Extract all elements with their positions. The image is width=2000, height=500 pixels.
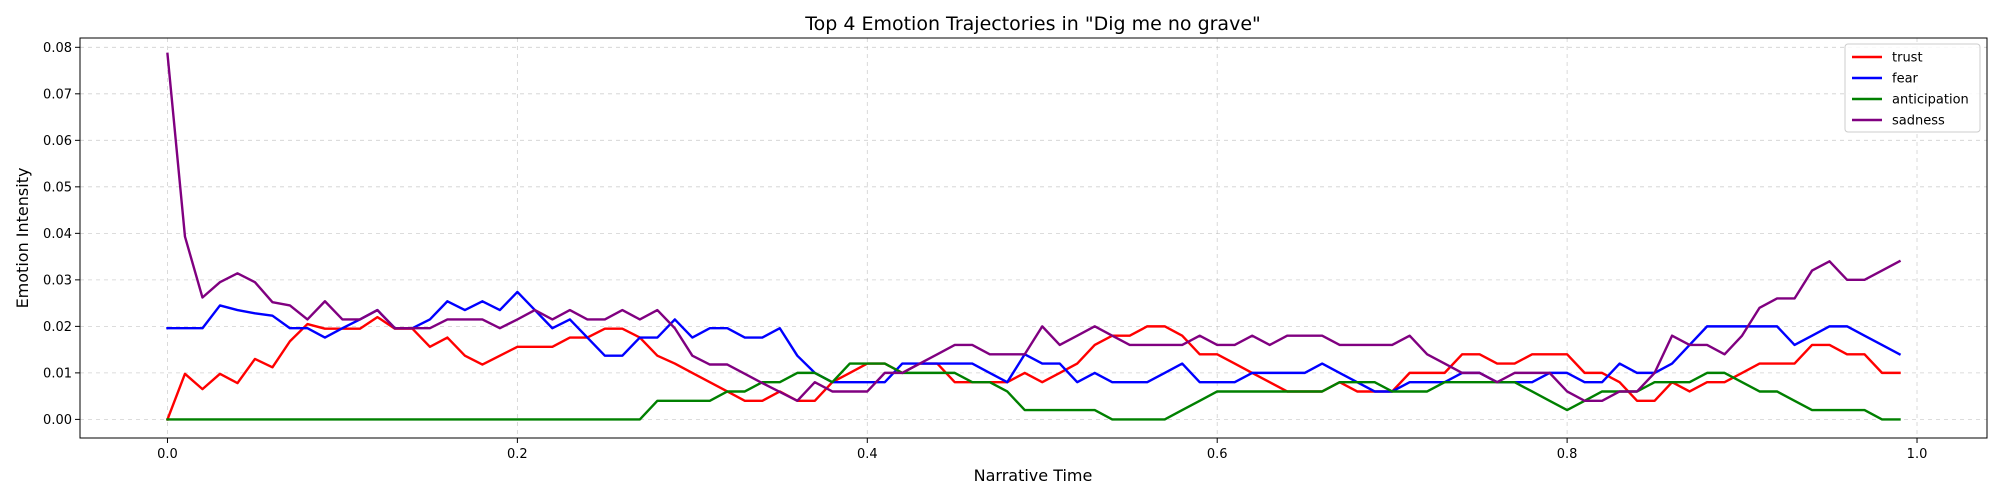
legend-label-trust: trust (1892, 51, 1923, 66)
series-line-sadness (166, 52, 1902, 402)
y-tick-label: 0.04 (43, 227, 72, 242)
legend-box (1844, 43, 1981, 133)
grid (80, 38, 1987, 438)
legend-label-fear: fear (1892, 72, 1919, 87)
plot-frame (79, 37, 1988, 439)
x-axis-label: Narrative Time (974, 466, 1093, 485)
x-tick-label: 0.2 (507, 447, 528, 462)
x-tick-label: 0.6 (1207, 447, 1228, 462)
x-tick-label: 1.0 (1907, 447, 1928, 462)
y-tick-label: 0.08 (43, 41, 72, 56)
x-tick-label: 0.0 (157, 447, 178, 462)
series-line-fear (166, 290, 1902, 393)
series-line-trust (165, 315, 1901, 421)
y-tick-label: 0.05 (43, 180, 72, 195)
y-tick-label: 0.02 (43, 320, 72, 335)
y-axis-label: Emotion Intensity (13, 168, 32, 309)
series-line-anticipation (166, 362, 1901, 421)
legend-label-sadness: sadness (1892, 114, 1945, 129)
x-tick-label: 0.8 (1557, 447, 1578, 462)
series-lines (165, 52, 1902, 421)
y-tick-label: 0.06 (43, 134, 72, 149)
y-tick-label: 0.01 (43, 366, 72, 381)
axis-ticks: 0.0 0.2 0.4 0.6 0.8 1.0 0.00 0.01 0.02 0.03 0.04 0.… (43, 41, 1927, 462)
y-tick-label: 0.07 (43, 87, 72, 102)
y-tick-label: 0.00 (43, 413, 72, 428)
x-tick-label: 0.4 (857, 447, 878, 462)
y-tick-label: 0.03 (43, 273, 72, 288)
legend: trust fear anticipation sadness (1844, 43, 1981, 133)
chart-title: Top 4 Emotion Trajectories in "Dig me no… (804, 13, 1261, 35)
legend-label-anticipation: anticipation (1892, 93, 1969, 108)
